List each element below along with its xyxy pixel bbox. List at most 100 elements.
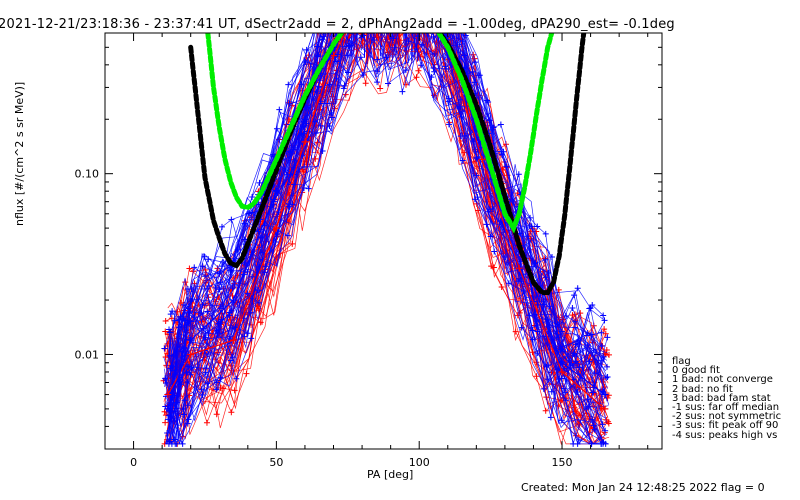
plus-marker <box>334 51 341 58</box>
plus-marker <box>574 285 581 292</box>
plus-marker <box>261 269 268 276</box>
plus-marker <box>603 416 610 423</box>
plus-marker <box>526 222 533 229</box>
x-tick-label: 100 <box>409 456 430 469</box>
plus-marker <box>255 299 262 306</box>
series-marker <box>515 264 523 272</box>
plus-marker <box>589 389 596 396</box>
series-marker <box>558 368 566 376</box>
plus-marker <box>173 440 180 447</box>
plus-marker <box>332 33 339 36</box>
plus-marker <box>542 256 549 263</box>
created-footer: Created: Mon Jan 24 12:48:25 2022 flag =… <box>521 481 765 494</box>
plus-marker <box>285 81 292 88</box>
plus-marker <box>241 333 248 340</box>
y-tick-label: 0.01 <box>75 348 100 361</box>
trace-line <box>169 33 606 445</box>
series-marker <box>558 359 566 367</box>
plus-marker <box>574 340 581 347</box>
plus-marker <box>547 414 554 421</box>
plus-marker <box>357 54 364 61</box>
plus-marker <box>385 80 392 87</box>
series-marker <box>272 224 280 232</box>
plus-marker <box>284 232 291 239</box>
plus-marker <box>562 397 569 404</box>
plus-marker <box>518 324 525 331</box>
plus-marker <box>598 357 605 364</box>
plus-marker <box>603 374 610 381</box>
plus-marker <box>228 216 235 223</box>
trace-line <box>169 33 604 435</box>
plus-marker <box>213 411 220 418</box>
plus-marker <box>572 324 579 331</box>
plus-marker <box>605 420 612 427</box>
plus-marker <box>257 234 264 241</box>
plus-marker <box>415 67 422 74</box>
plus-marker <box>204 285 211 292</box>
series-marker <box>301 115 309 123</box>
plus-marker <box>600 312 607 319</box>
plus-marker <box>475 72 482 79</box>
plus-marker <box>244 330 251 337</box>
plus-marker <box>601 317 608 324</box>
plus-marker <box>218 223 225 230</box>
trace-line <box>165 33 604 445</box>
plus-marker <box>402 67 409 74</box>
plus-marker <box>374 79 381 86</box>
plus-marker <box>445 121 452 128</box>
series-marker <box>601 391 609 399</box>
plus-marker <box>285 200 292 207</box>
trace-line <box>167 33 606 412</box>
plus-marker <box>484 97 491 104</box>
legend-item-0: 0 good fit <box>672 365 720 377</box>
plus-marker <box>231 281 238 288</box>
plus-marker <box>505 280 512 287</box>
plus-marker <box>178 348 185 355</box>
series-marker <box>187 350 195 358</box>
plus-marker <box>533 318 540 325</box>
plus-marker <box>312 155 319 162</box>
trace-line <box>166 33 606 434</box>
trace-line <box>165 33 602 445</box>
plus-marker <box>542 230 549 237</box>
series-marker <box>301 138 309 146</box>
plus-marker <box>598 440 605 447</box>
plus-marker <box>534 301 541 308</box>
plus-marker <box>326 123 333 129</box>
plus-marker <box>162 419 169 426</box>
series-marker <box>230 296 238 304</box>
plus-marker <box>181 411 188 418</box>
fit-curve <box>205 33 555 234</box>
plus-marker <box>233 375 240 382</box>
trace-line <box>168 33 606 445</box>
x-tick-label: 0 <box>130 456 137 469</box>
plus-marker <box>603 363 610 370</box>
plus-marker <box>603 347 610 353</box>
plus-marker <box>329 93 336 100</box>
series-marker <box>164 391 172 399</box>
plus-marker <box>413 74 420 81</box>
series-line <box>167 33 606 410</box>
plus-marker <box>163 379 170 386</box>
plus-marker <box>604 373 611 380</box>
plus-marker <box>488 263 495 270</box>
plus-marker <box>276 106 283 113</box>
plus-marker <box>598 329 605 336</box>
plus-marker <box>533 373 540 380</box>
plus-marker <box>544 376 551 383</box>
series-marker <box>187 336 195 344</box>
plus-marker <box>541 255 548 262</box>
plus-marker <box>165 440 172 447</box>
plus-marker <box>168 315 175 322</box>
legend-item-1: 1 bad: not converge <box>672 374 773 386</box>
plus-marker <box>228 409 235 416</box>
plus-marker <box>246 210 253 217</box>
plus-marker <box>167 311 174 318</box>
plus-marker <box>531 260 538 267</box>
trace-line <box>170 33 602 361</box>
series-marker <box>164 405 172 413</box>
plus-marker <box>587 305 594 312</box>
plus-marker <box>166 326 173 333</box>
